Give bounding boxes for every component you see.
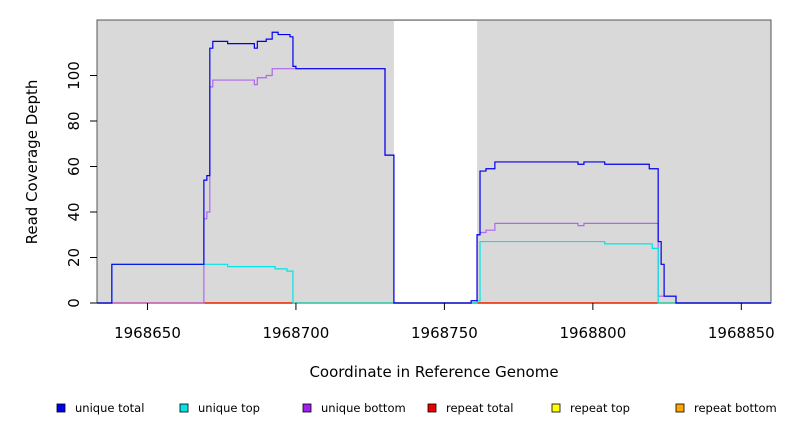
series-layer — [97, 31, 771, 304]
legend-swatch-unique-bottom — [302, 403, 312, 413]
x-tick-label: 1968700 — [263, 324, 330, 342]
legend-label-repeat-top: repeat top — [570, 401, 630, 415]
legend-swatch-unique-top — [179, 403, 189, 413]
legend-swatch-repeat-total — [427, 403, 437, 413]
legend: unique total unique top unique bottom repea… — [56, 401, 777, 415]
x-axis-title: Coordinate in Reference Genome — [309, 363, 558, 381]
y-tick-label: 80 — [65, 111, 83, 130]
legend-swatch-repeat-top — [551, 403, 561, 413]
y-tick-label: 20 — [65, 248, 83, 267]
legend-label-repeat-bottom: repeat bottom — [694, 401, 777, 415]
series-unique-top-line — [97, 240, 771, 304]
legend-label-unique-total: unique total — [75, 401, 144, 415]
y-axis-title: Read Coverage Depth — [23, 80, 41, 245]
x-tick-label: 1968850 — [708, 324, 775, 342]
y-tick-label: 100 — [65, 61, 83, 90]
legend-label-repeat-total: repeat total — [446, 401, 513, 415]
x-axis: 1968650 1968700 1968750 1968800 1968850 — [114, 303, 775, 342]
x-tick-label: 1968800 — [559, 324, 626, 342]
legend-label-unique-bottom: unique bottom — [321, 401, 406, 415]
x-tick-label: 1968750 — [411, 324, 478, 342]
legend-swatch-unique-total — [56, 403, 66, 413]
excluded-region — [393, 21, 478, 303]
legend-swatch-repeat-bottom — [675, 403, 685, 413]
series-unique-total-line — [97, 31, 771, 304]
y-axis: 0 20 40 60 80 100 — [65, 61, 97, 308]
y-tick-label: 40 — [65, 202, 83, 221]
legend-label-unique-top: unique top — [198, 401, 260, 415]
y-tick-label: 0 — [65, 298, 83, 308]
x-tick-label: 1968650 — [114, 324, 181, 342]
y-tick-label: 60 — [65, 157, 83, 176]
